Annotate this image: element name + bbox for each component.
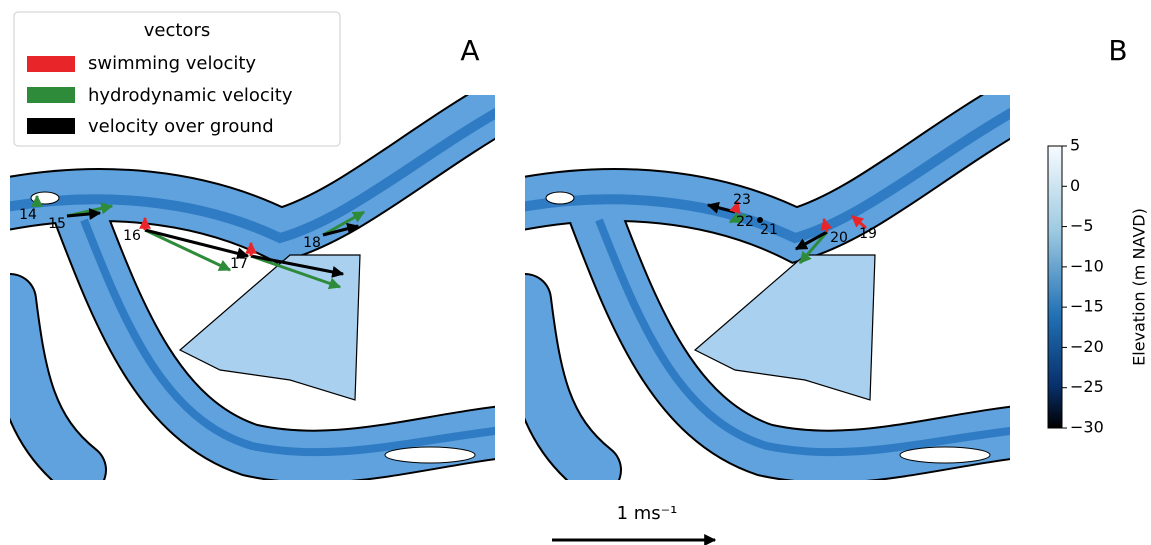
colorbar-tick-label: 0 (1070, 176, 1080, 195)
colorbar-tick-label: −30 (1070, 418, 1104, 437)
colorbar-scale (1047, 145, 1063, 429)
vectors-a (31, 194, 366, 290)
point-label: 20 (830, 230, 848, 246)
scale-bar: 1 ms⁻¹ (552, 503, 717, 545)
map-panel-a (0, 100, 520, 470)
point-label: 18 (303, 235, 321, 251)
point-label: 21 (760, 222, 778, 238)
point-label: 19 (859, 226, 877, 242)
legend-label: swimming velocity (88, 53, 256, 74)
scale-label: 1 ms⁻¹ (617, 503, 678, 524)
colorbar-tick-label: −25 (1070, 377, 1104, 396)
point-label: 22 (736, 214, 754, 230)
colorbar: Elevation (m NAVD) 5 0 −5 −10 −15 −20 −25 −30 (1047, 136, 1149, 437)
panel-label: A (460, 34, 479, 67)
legend: vectors swimming velocity hydrodynamic v… (13, 11, 341, 147)
point-label: 23 (733, 192, 751, 208)
legend-title: vectors (144, 20, 210, 41)
point-labels: 14 15 16 17 18 23 22 21 20 19 (19, 192, 877, 272)
point-label: 16 (123, 228, 141, 244)
point-label: 15 (48, 216, 66, 232)
point-label: 14 (19, 207, 37, 223)
colorbar-tick-label: −15 (1070, 297, 1104, 316)
colorbar-tick-label: 5 (1070, 136, 1080, 155)
colorbar-label: Elevation (m NAVD) (1130, 208, 1149, 366)
colorbar-tick-label: −5 (1070, 216, 1094, 235)
map-panel-b (515, 100, 1035, 470)
legend-label: hydrodynamic velocity (88, 85, 293, 106)
panel-label: B (1108, 34, 1127, 67)
vectors-b (706, 200, 867, 264)
colorbar-tick-label: −20 (1070, 337, 1104, 356)
legend-label: velocity over ground (88, 116, 274, 137)
colorbar-tick-label: −10 (1070, 256, 1104, 275)
point-label: 17 (230, 256, 248, 272)
